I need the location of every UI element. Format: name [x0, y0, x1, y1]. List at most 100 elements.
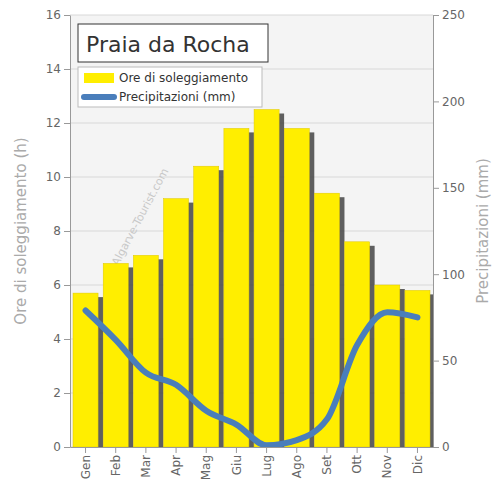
- tick-label: Mar: [139, 455, 153, 478]
- tick-mark: [85, 447, 86, 453]
- bar: [284, 128, 309, 447]
- chart: © Algarve-Tourist.com0246810121416050100…: [0, 0, 500, 500]
- tick-mark: [433, 15, 439, 16]
- tick: Mar: [139, 447, 153, 478]
- tick-label: 0: [53, 440, 61, 454]
- title-frame: [78, 24, 268, 62]
- title: Praia da Rocha: [86, 32, 250, 57]
- bar: [133, 255, 158, 447]
- axis-line: [70, 16, 71, 448]
- tick-label: 4: [53, 332, 61, 346]
- tick-label: 6: [53, 278, 61, 292]
- tick-mark: [236, 447, 237, 453]
- tick: 16: [46, 8, 70, 22]
- tick-label: Apr: [169, 455, 183, 476]
- tick-mark: [433, 274, 439, 275]
- tick: Mag: [199, 447, 213, 480]
- tick: 8: [53, 224, 70, 238]
- tick-label: Gen: [79, 455, 93, 479]
- tick: 2: [53, 386, 70, 400]
- tick-label: Mag: [199, 455, 213, 480]
- tick: Ago: [290, 447, 304, 478]
- tick-label: 150: [442, 181, 465, 195]
- tick-label: 14: [46, 62, 61, 76]
- axis-line: [71, 447, 434, 448]
- tick-mark: [64, 339, 70, 340]
- tick: 250: [433, 8, 465, 22]
- tick: 200: [433, 95, 465, 109]
- tick-mark: [64, 177, 70, 178]
- legend-swatch: [84, 94, 114, 100]
- tick: 150: [433, 181, 465, 195]
- tick-mark: [64, 15, 70, 16]
- bar: [254, 110, 279, 448]
- tick: Nov: [380, 447, 394, 478]
- tick: 10: [46, 170, 70, 184]
- tick: 6: [53, 278, 70, 292]
- tick-mark: [357, 447, 358, 453]
- marks: [73, 110, 433, 448]
- x-axis: Gen Feb Mar Apr Mag Giu Lug Ago Set Ott Nov Dic: [71, 447, 434, 480]
- tick: 14: [46, 62, 70, 76]
- tick: Feb: [109, 447, 123, 476]
- tick: Giu: [230, 447, 244, 475]
- tick-label: Set: [320, 455, 334, 475]
- tick-mark: [387, 447, 388, 453]
- tick-label: Lug: [260, 455, 274, 477]
- tick-mark: [64, 231, 70, 232]
- legend-swatch: [84, 73, 114, 83]
- axis-line: [433, 16, 434, 448]
- tick-mark: [206, 447, 207, 453]
- plot: © Algarve-Tourist.com0246810121416050100…: [46, 8, 465, 480]
- legend-label: Precipitazioni (mm): [119, 90, 236, 104]
- tick-mark: [176, 447, 177, 453]
- tick-label: 0: [442, 440, 450, 454]
- y2-axis: 0 50 100 150 200 250: [433, 8, 465, 454]
- tick-mark: [64, 123, 70, 124]
- line: [86, 310, 418, 445]
- tick-mark: [64, 69, 70, 70]
- y-axis: 0 2 4 6 8 10 12 14 16: [46, 8, 71, 454]
- tick: Dic: [411, 447, 425, 474]
- title-box: Praia da Rocha: [78, 24, 268, 62]
- y2-axis-title: Precipitazioni (mm): [474, 158, 492, 304]
- tick-label: 8: [53, 224, 61, 238]
- grid-line: [70, 123, 433, 124]
- tick-mark: [64, 393, 70, 394]
- tick: Lug: [260, 447, 274, 477]
- tick-mark: [64, 285, 70, 286]
- tick-label: 250: [442, 8, 465, 22]
- tick-mark: [296, 447, 297, 453]
- tick: Ott: [350, 447, 364, 474]
- bar: [164, 199, 189, 447]
- tick: 100: [433, 268, 465, 282]
- tick: Gen: [79, 447, 93, 479]
- y-axis-title: Ore di soleggiamento (h): [12, 137, 30, 324]
- tick: 50: [433, 354, 457, 368]
- tick-mark: [64, 447, 70, 448]
- tick-mark: [115, 447, 116, 453]
- tick-label: 200: [442, 95, 465, 109]
- legend-label: Ore di soleggiamento: [119, 71, 248, 85]
- tick: 0: [433, 440, 450, 454]
- tick-label: Giu: [230, 455, 244, 475]
- tick-mark: [145, 447, 146, 453]
- tick-label: Nov: [380, 455, 394, 478]
- tick-label: Ott: [350, 455, 364, 474]
- tick-label: 10: [46, 170, 61, 184]
- tick-label: Ago: [290, 455, 304, 478]
- tick: Apr: [169, 447, 183, 476]
- legend: Ore di soleggiamento Precipitazioni (mm): [78, 67, 262, 107]
- legend-frame: [78, 67, 262, 107]
- tick-mark: [433, 101, 439, 102]
- tick-label: 100: [442, 268, 465, 282]
- tick-label: 50: [442, 354, 457, 368]
- bar: [314, 193, 339, 447]
- grid-line: [70, 15, 433, 16]
- tick-mark: [433, 447, 439, 448]
- tick-mark: [433, 361, 439, 362]
- tick-mark: [266, 447, 267, 453]
- tick-mark: [326, 447, 327, 453]
- tick-label: Feb: [109, 455, 123, 476]
- tick: 12: [46, 116, 70, 130]
